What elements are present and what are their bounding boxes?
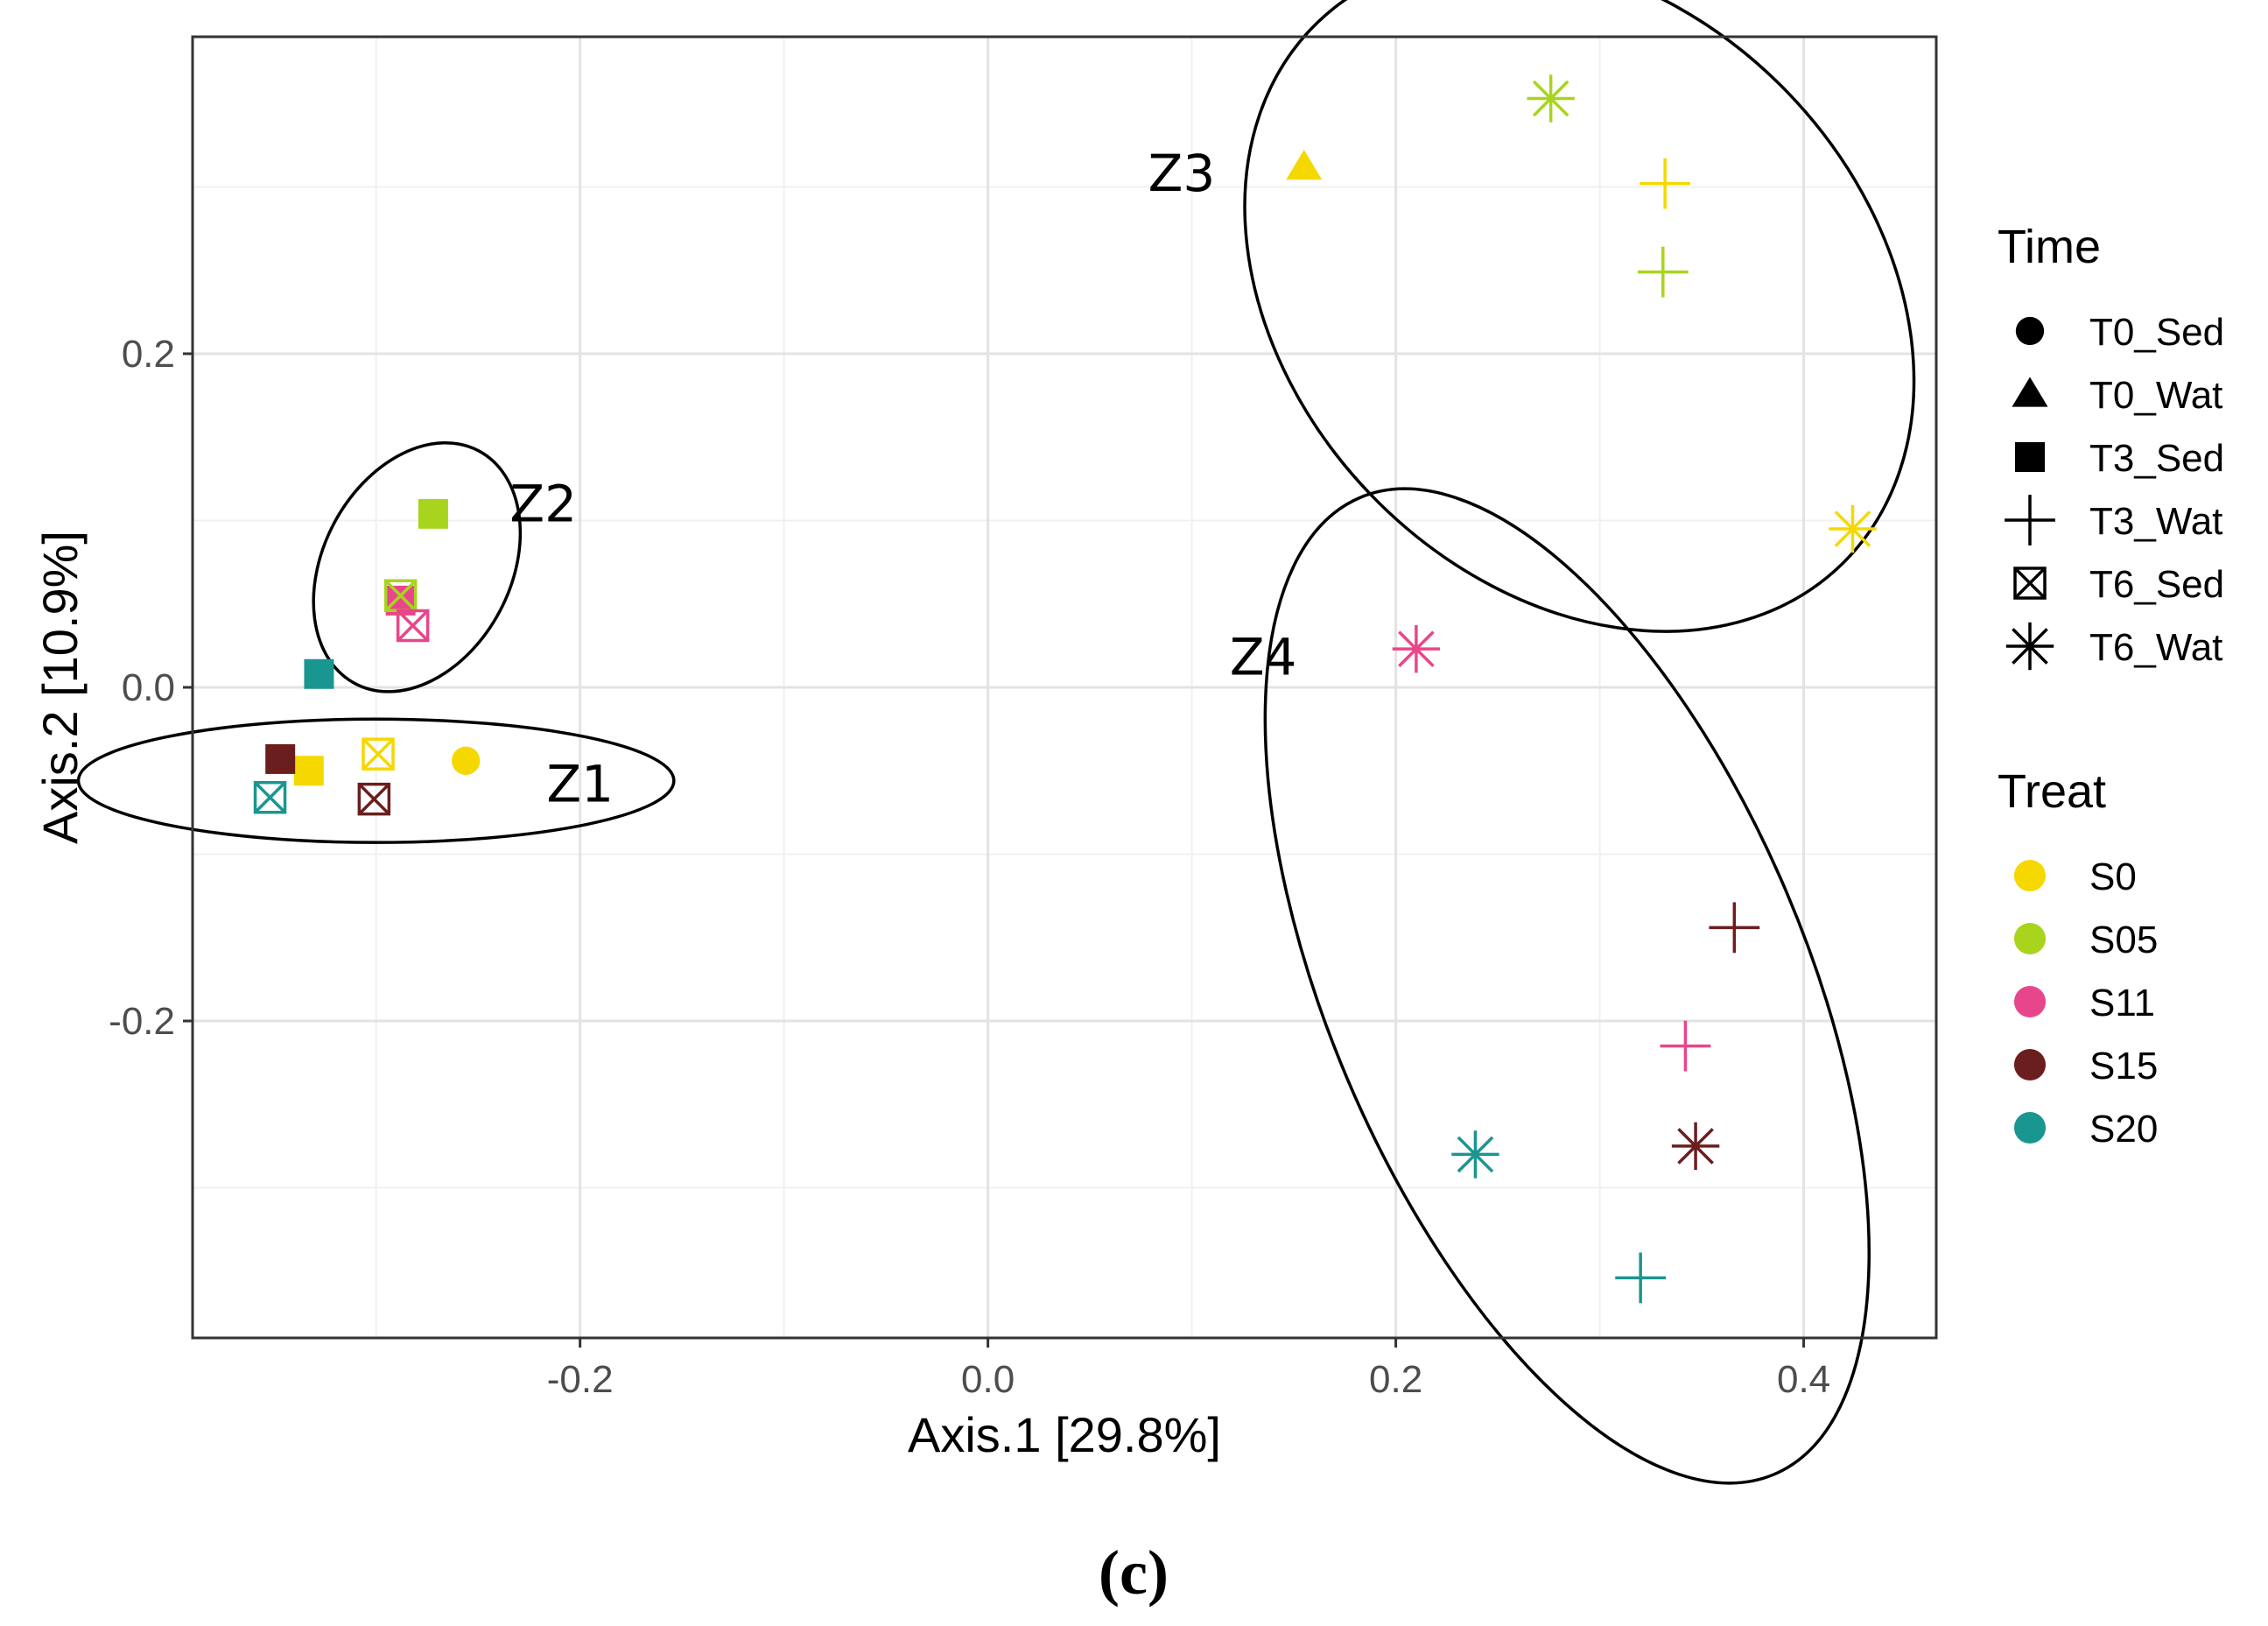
legend-label: T6_Wat	[2089, 626, 2222, 669]
cluster-labels: Z1 Z2 Z3 Z4	[509, 144, 1296, 813]
legend-label: T0_Wat	[2089, 374, 2222, 417]
x-tick-label: 0.0	[961, 1358, 1015, 1401]
cluster-ellipse-z1	[76, 717, 676, 844]
x-tick-label: 0.2	[1369, 1358, 1422, 1401]
legend-key-s05	[2013, 922, 2047, 955]
legend-key-t3_wat	[2005, 495, 2055, 546]
legend-label: S15	[2089, 1045, 2158, 1088]
legend-label: S05	[2089, 919, 2158, 961]
legend-label: S20	[2089, 1108, 2158, 1151]
cluster-ellipse-z4	[1263, 487, 1871, 1485]
cluster-ellipses	[76, 0, 1916, 1485]
data-point	[1671, 1122, 1720, 1171]
data-points	[253, 74, 1877, 1304]
data-point	[1660, 1020, 1711, 1072]
y-tick-label: 0.2	[122, 333, 175, 376]
legend: Time T0_Sed T0_Wat T3_Sed T3_Wat T6_Sed T6_Wat…	[1998, 221, 2224, 1151]
data-point	[304, 658, 334, 689]
legend-key-t3_sed	[2015, 442, 2045, 472]
data-point	[1392, 624, 1441, 673]
legend-label: T6_Sed	[2089, 563, 2224, 606]
data-point	[1829, 504, 1877, 553]
figure-caption: (c)	[1099, 1538, 1169, 1608]
cluster-label-z3: Z3	[1148, 144, 1216, 203]
grid-lines	[193, 37, 1936, 1338]
data-point	[1637, 246, 1689, 298]
cluster-label-z4: Z4	[1230, 628, 1297, 687]
axis-ticks: -0.2 0.0 0.2 0.4 -0.2 0.0 0.2	[109, 333, 1830, 1401]
legend-label: T3_Wat	[2089, 500, 2222, 543]
data-point	[396, 609, 430, 643]
data-point	[265, 743, 296, 774]
data-point	[1451, 1130, 1499, 1179]
data-point	[1640, 158, 1691, 209]
x-tick-label: -0.2	[547, 1358, 614, 1401]
cluster-ellipse-z2	[312, 440, 523, 693]
legend-title-time: Time	[1998, 221, 2101, 273]
data-point	[253, 780, 287, 814]
legend-key-t6_wat	[2005, 622, 2054, 671]
data-point	[1709, 902, 1760, 954]
legend-title-treat: Treat	[1998, 765, 2106, 818]
data-point	[383, 579, 418, 612]
x-tick-label: 0.4	[1777, 1358, 1830, 1401]
legend-label: S0	[2089, 855, 2137, 898]
data-point	[1615, 1252, 1667, 1304]
y-tick-label: -0.2	[109, 1000, 175, 1043]
cluster-label-z1: Z1	[546, 754, 614, 813]
legend-key-t0_wat	[2012, 377, 2048, 407]
data-point	[1527, 74, 1575, 123]
data-point	[362, 737, 395, 771]
x-axis-title: Axis.1 [29.8%]	[908, 1407, 1221, 1462]
data-point	[418, 498, 448, 529]
legend-key-s0	[2013, 859, 2047, 892]
legend-key-s11	[2013, 985, 2047, 1018]
data-point	[452, 746, 481, 775]
data-point	[1286, 150, 1323, 180]
legend-key-s20	[2013, 1111, 2047, 1144]
y-tick-label: 0.0	[122, 666, 175, 709]
legend-label: T0_Sed	[2089, 311, 2224, 354]
legend-key-s15	[2013, 1048, 2047, 1081]
data-point	[357, 782, 391, 816]
cluster-label-z2: Z2	[509, 474, 577, 533]
legend-label: T3_Sed	[2089, 437, 2224, 480]
legend-label: S11	[2089, 982, 2155, 1024]
data-point	[293, 756, 324, 786]
legend-key-t6_sed	[2013, 567, 2047, 600]
legend-key-t0_sed	[2015, 316, 2045, 346]
y-axis-title: Axis.2 [10.9%]	[32, 531, 88, 844]
